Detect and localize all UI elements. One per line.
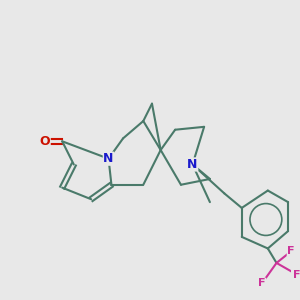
Text: N: N: [187, 158, 198, 171]
Text: N: N: [103, 152, 114, 165]
Text: F: F: [258, 278, 266, 288]
Text: F: F: [293, 269, 300, 280]
Text: O: O: [40, 135, 50, 148]
Text: F: F: [287, 246, 295, 256]
